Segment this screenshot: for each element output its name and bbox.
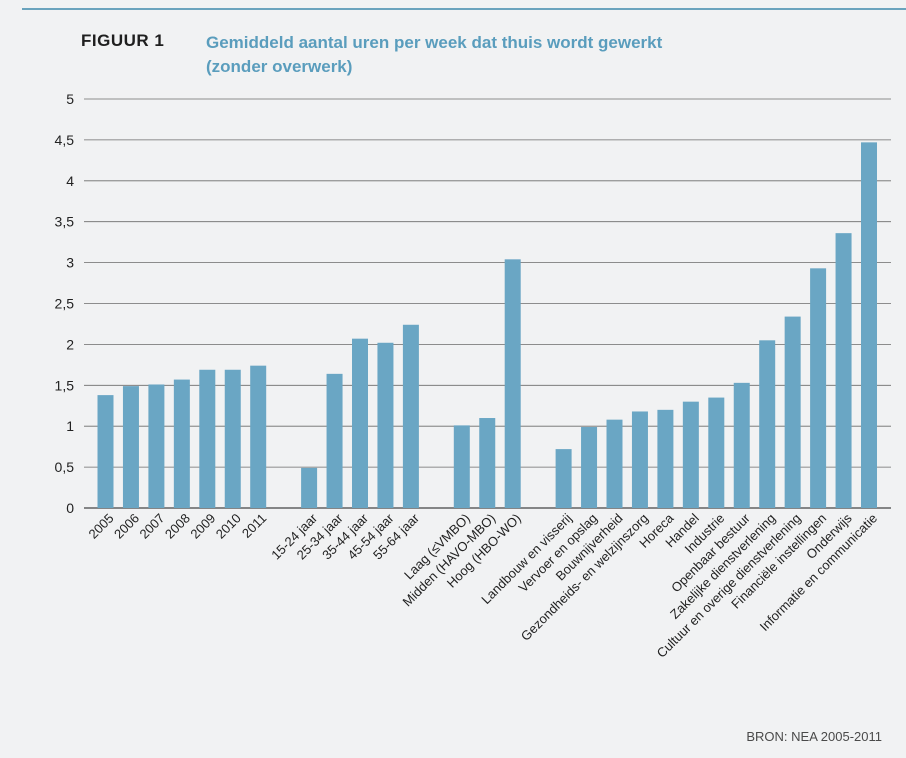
y-tick-label: 5 (66, 91, 74, 107)
bar (224, 369, 241, 508)
bar (352, 338, 368, 508)
bar (835, 233, 852, 509)
top-rule (22, 8, 906, 10)
bar (148, 384, 165, 508)
bar (657, 409, 674, 508)
bar (631, 411, 648, 508)
x-category-label: 2007 (136, 511, 167, 542)
y-tick-label: 2 (66, 336, 74, 352)
bar (682, 401, 699, 508)
y-tick-label: 3,5 (55, 214, 75, 230)
x-category-label: 2006 (111, 511, 142, 542)
y-tick-label: 4 (66, 173, 74, 189)
bar (453, 425, 470, 508)
x-category-label: 2005 (86, 511, 117, 542)
y-tick-label: 4,5 (55, 132, 75, 148)
gridlines (84, 98, 891, 509)
bar (301, 467, 318, 508)
x-category-label: 2009 (187, 511, 218, 542)
bar (733, 382, 750, 508)
bar (402, 324, 419, 508)
bar (504, 259, 521, 508)
bar (581, 427, 598, 508)
figure-title: Gemiddeld aantal uren per week dat thuis… (206, 31, 806, 79)
bar (708, 397, 725, 508)
figure-title-line1: Gemiddeld aantal uren per week dat thuis… (206, 33, 663, 52)
bars (97, 142, 877, 509)
bar (479, 418, 496, 508)
bar (199, 369, 216, 508)
figure-title-line2: (zonder overwerk) (206, 57, 353, 76)
bar (122, 386, 139, 508)
bar (377, 342, 394, 508)
bar (784, 316, 801, 508)
y-tick-label: 0,5 (55, 459, 75, 475)
y-axis-ticks: 0 0,5 1 1,5 2 2,5 3 3,5 4 4,5 5 (55, 91, 75, 516)
bar (173, 379, 190, 508)
y-tick-label: 1 (66, 418, 74, 434)
figure-label: FIGUUR 1 (81, 31, 165, 50)
y-tick-label: 1,5 (55, 377, 75, 393)
bar (97, 395, 114, 508)
source-note: BRON: NEA 2005-2011 (746, 729, 882, 744)
bar (810, 268, 827, 508)
bar (250, 365, 267, 508)
y-tick-label: 2,5 (55, 296, 75, 312)
bar (326, 373, 343, 508)
bar (606, 419, 623, 508)
y-tick-label: 0 (66, 500, 74, 516)
bar (555, 449, 572, 508)
y-tick-label: 3 (66, 255, 74, 271)
x-category-label: 2010 (213, 511, 244, 542)
bar (759, 340, 776, 508)
bar (861, 142, 877, 508)
x-category-label: 2011 (239, 511, 269, 541)
x-category-label: 2008 (162, 511, 193, 542)
